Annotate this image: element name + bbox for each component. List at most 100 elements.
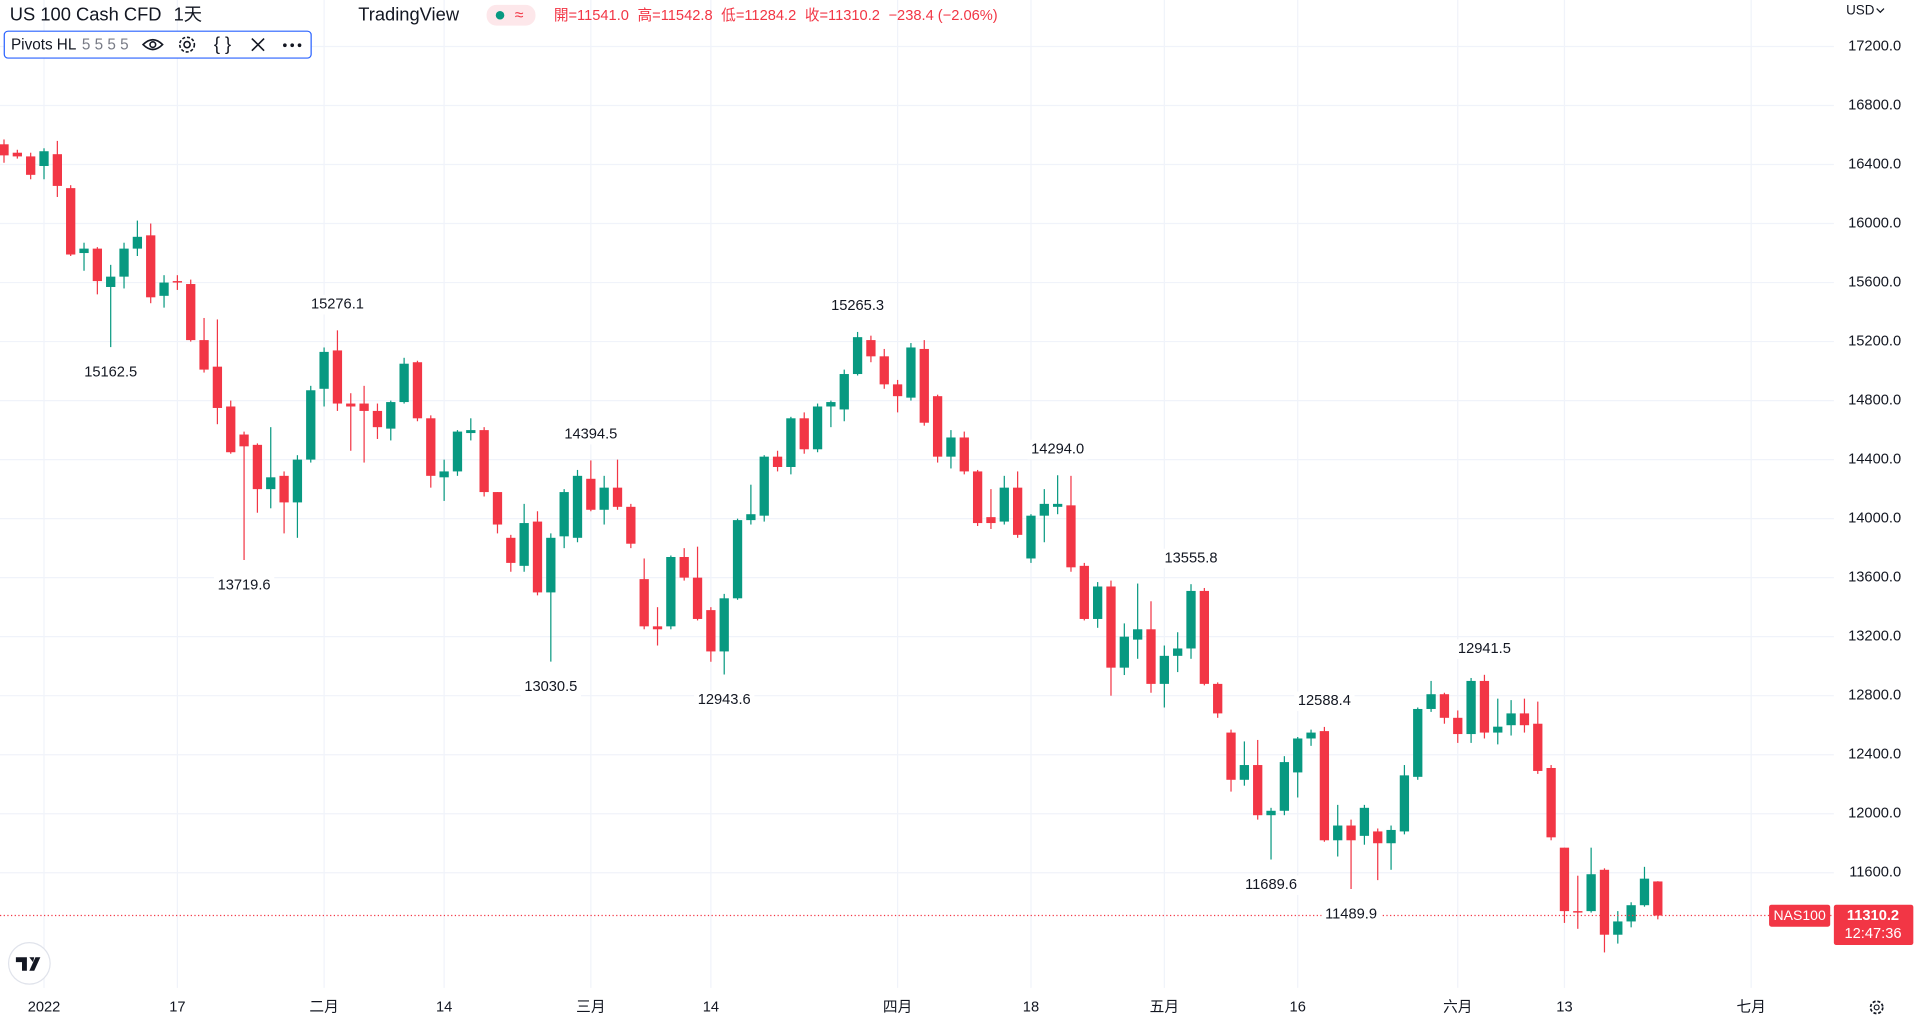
y-tick-label: 17200.0 xyxy=(1848,38,1901,54)
candle-body xyxy=(492,492,503,525)
axis-settings[interactable] xyxy=(1869,1000,1884,1015)
plot xyxy=(0,139,1834,953)
x-tick-label: 13 xyxy=(1556,999,1572,1015)
annotation-bg xyxy=(80,363,141,383)
candle-body xyxy=(66,188,76,255)
candle-body xyxy=(986,517,996,524)
annotation-bg xyxy=(1294,691,1355,712)
candle-body xyxy=(1479,680,1490,733)
candle-body xyxy=(1239,765,1250,780)
candle-body xyxy=(1159,655,1169,684)
indicator-legend[interactable] xyxy=(3,30,312,59)
indicator-name: Pivots HL xyxy=(11,36,76,53)
ohlc-field: 高=11542.8 xyxy=(637,7,712,24)
candle-body xyxy=(706,610,716,652)
candle-body xyxy=(1346,825,1356,841)
candle-body xyxy=(1039,503,1049,516)
candle-body xyxy=(1279,762,1290,811)
brand: TradingView xyxy=(358,4,460,25)
settings-icon[interactable] xyxy=(178,36,196,53)
candle-body xyxy=(1439,694,1450,718)
indicator-params: 5 5 5 5 xyxy=(82,36,129,53)
candle-body xyxy=(799,418,809,450)
candle-body xyxy=(892,384,903,397)
candle-body xyxy=(586,478,596,510)
candle-body xyxy=(92,248,103,282)
annotation-bg xyxy=(1160,548,1222,569)
x-tick-label: 六月 xyxy=(1443,998,1472,1015)
candle-body xyxy=(292,459,303,503)
eye-pupil xyxy=(149,41,157,49)
candle-body xyxy=(1533,723,1543,771)
candle-body xyxy=(1626,905,1636,922)
pivot-label: 12588.4 xyxy=(1298,693,1351,709)
candle-body xyxy=(999,487,1009,522)
candle-body xyxy=(1012,487,1023,535)
logo-badge[interactable] xyxy=(7,941,51,985)
ohlc-field: −238.4 (−2.06%) xyxy=(888,8,997,24)
candle-body xyxy=(1559,847,1570,912)
currency-caret xyxy=(1876,8,1885,14)
logo xyxy=(15,957,41,971)
grid xyxy=(0,0,1834,988)
candle-body xyxy=(679,556,689,578)
candle-body xyxy=(519,523,529,566)
y-tick-label: 16000.0 xyxy=(1848,215,1901,231)
x-tick-label: 17 xyxy=(169,999,185,1015)
candle-body xyxy=(732,520,743,599)
candle-body xyxy=(1319,731,1330,841)
candle-body xyxy=(1186,590,1196,649)
candle-body xyxy=(1146,629,1156,684)
annotation-bg xyxy=(1454,639,1515,659)
remove-icon[interactable] xyxy=(251,37,265,52)
y-tick-label: 14400.0 xyxy=(1848,451,1901,467)
y-tick-label: 12800.0 xyxy=(1848,688,1901,704)
candle-body xyxy=(1599,869,1610,935)
candle-body xyxy=(919,348,929,423)
interval: 1天 xyxy=(174,4,203,25)
candle-body xyxy=(772,456,783,467)
y-tick-label: 15600.0 xyxy=(1848,274,1901,290)
status-pill[interactable] xyxy=(486,4,536,26)
x-tick-label: 16 xyxy=(1290,999,1306,1015)
candle-body xyxy=(1079,565,1089,619)
candle-body xyxy=(1106,586,1116,668)
annotation-bg xyxy=(827,296,888,317)
candle-body xyxy=(266,477,276,490)
candle-body xyxy=(506,537,516,563)
candle-body xyxy=(1133,629,1143,640)
candle-body xyxy=(79,248,89,254)
candle-body xyxy=(1399,775,1410,832)
candle-body xyxy=(159,282,169,296)
more-icon[interactable] xyxy=(283,43,302,48)
candle-body xyxy=(1306,732,1316,739)
candle-body xyxy=(866,340,876,357)
candle-body xyxy=(1333,825,1343,841)
candle-body xyxy=(972,471,983,524)
y-tick-label: 11600.0 xyxy=(1849,865,1901,881)
candle-body xyxy=(199,340,209,370)
candle-body xyxy=(906,347,916,398)
indicator-icons[interactable]: { } xyxy=(141,33,265,54)
candle-body xyxy=(439,471,449,478)
eye-icon[interactable] xyxy=(141,38,164,51)
currency[interactable]: USD xyxy=(1846,3,1875,18)
candle-body xyxy=(332,350,343,404)
x-tick-label: 五月 xyxy=(1150,999,1179,1015)
pivot-label: 14394.5 xyxy=(564,427,617,443)
candle-body xyxy=(1586,874,1596,912)
x-tick-label: 四月 xyxy=(883,999,912,1015)
candle-body xyxy=(1093,586,1103,619)
candle-body xyxy=(692,577,703,619)
candle-body xyxy=(1519,713,1530,726)
source-icon[interactable]: { } xyxy=(214,33,231,54)
market-status-dot xyxy=(495,11,505,20)
candle-body xyxy=(279,475,289,503)
annotation-bg xyxy=(520,677,581,698)
candle-body xyxy=(652,626,663,630)
candle-body xyxy=(452,431,463,472)
candle-body xyxy=(1426,694,1436,709)
candle-body xyxy=(239,434,249,447)
